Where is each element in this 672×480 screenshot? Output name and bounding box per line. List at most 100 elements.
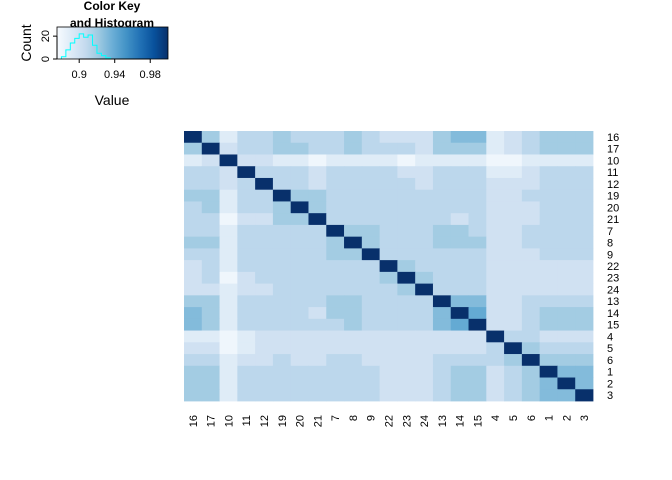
heatmap-cell	[308, 213, 327, 226]
heatmap-cell	[184, 283, 203, 296]
heatmap-cell	[326, 271, 345, 285]
heatmap-cell	[539, 330, 558, 343]
heatmap-cell	[539, 260, 558, 273]
heatmap-cell	[308, 318, 327, 331]
heatmap-cell	[450, 248, 469, 261]
heatmap-cell	[539, 177, 558, 191]
heatmap-cell	[326, 377, 345, 390]
heatmap-cell	[557, 177, 576, 191]
key-ytick-label: 20	[40, 30, 52, 42]
heatmap-cell	[557, 354, 576, 367]
column-label: 21	[312, 415, 324, 427]
heatmap-cell	[504, 354, 523, 367]
heatmap-cell	[255, 283, 274, 296]
heatmap-cell	[468, 365, 487, 378]
heatmap-cell	[432, 295, 452, 308]
heatmap-cell	[557, 154, 576, 167]
heatmap-cell	[344, 236, 363, 249]
heatmap-cell	[379, 131, 398, 144]
heatmap-cell	[379, 248, 398, 261]
heatmap-cell	[450, 283, 469, 296]
heatmap-cell	[344, 377, 363, 390]
heatmap-cell	[432, 377, 452, 390]
heatmap-cell	[272, 177, 292, 191]
heatmap-cell	[432, 201, 452, 214]
column-label: 3	[579, 415, 591, 421]
key-xtick-label: 0.9	[72, 69, 87, 81]
column-label: 2	[561, 415, 573, 421]
heatmap-cell	[344, 154, 363, 167]
heatmap-cell	[308, 177, 327, 191]
heatmap-cell	[344, 342, 363, 355]
heatmap-cell	[237, 283, 256, 296]
heatmap-cell	[326, 213, 345, 226]
heatmap-cell	[344, 201, 363, 214]
heatmap-cell	[184, 271, 203, 285]
heatmap-cell	[575, 131, 594, 144]
heatmap-cell	[255, 177, 274, 191]
heatmap-cell	[290, 330, 309, 343]
heatmap-cell	[432, 354, 452, 367]
heatmap-cell	[308, 154, 327, 167]
heatmap-cell	[255, 260, 274, 273]
heatmap-cell	[432, 131, 452, 144]
heatmap-cell	[575, 365, 594, 378]
heatmap-cell	[468, 295, 487, 308]
heatmap-cell	[557, 236, 576, 249]
heatmap-cell	[557, 295, 576, 308]
heatmap-cell	[201, 166, 220, 179]
heatmap-cell	[344, 295, 363, 308]
heatmap-cell	[486, 236, 505, 249]
heatmap-cell	[326, 201, 345, 214]
heatmap-cell	[468, 354, 487, 367]
heatmap-cell	[361, 201, 381, 214]
heatmap-cell	[575, 389, 594, 402]
heatmap-cell	[361, 318, 381, 331]
heatmap-cell	[201, 213, 220, 226]
heatmap-cell	[290, 224, 309, 238]
heatmap-cell	[557, 389, 576, 402]
row-label: 19	[607, 191, 619, 203]
heatmap-cell	[450, 142, 469, 155]
heatmap-cell	[237, 213, 256, 226]
heatmap-cell	[308, 142, 327, 155]
heatmap-cell	[432, 318, 452, 331]
heatmap-cell	[521, 307, 541, 320]
heatmap-cell	[201, 377, 220, 390]
heatmap-cell	[539, 295, 558, 308]
heatmap-cell	[308, 260, 327, 273]
heatmap-cell	[575, 166, 594, 179]
heatmap-cell	[450, 260, 469, 273]
heatmap-cell	[415, 131, 434, 144]
heatmap-cell	[397, 342, 416, 355]
heatmap-cell	[326, 295, 345, 308]
heatmap-cell	[272, 377, 292, 390]
heatmap-cell	[397, 224, 416, 238]
heatmap-cell	[326, 354, 345, 367]
heatmap-cell	[450, 154, 469, 167]
heatmap-cell	[308, 131, 327, 144]
heatmap-cell	[468, 377, 487, 390]
heatmap-cell	[486, 283, 505, 296]
heatmap-cell	[415, 189, 434, 202]
heatmap-cell	[468, 260, 487, 273]
row-label: 20	[607, 202, 619, 214]
heatmap-cell	[290, 318, 309, 331]
heatmap-cell	[344, 260, 363, 273]
heatmap-cell	[486, 131, 505, 144]
heatmap-cell	[308, 307, 327, 320]
heatmap-cell	[468, 271, 487, 285]
heatmap-cell	[326, 224, 345, 238]
heatmap-cell	[290, 236, 309, 249]
heatmap-cell	[308, 189, 327, 202]
heatmap-cell	[326, 283, 345, 296]
heatmap-cell	[201, 142, 220, 155]
heatmap-cell	[486, 166, 505, 179]
heatmap-cell	[184, 354, 203, 367]
heatmap-cell	[184, 248, 203, 261]
column-label: 1	[544, 415, 556, 421]
heatmap-cell	[308, 295, 327, 308]
heatmap-cell	[219, 283, 238, 296]
heatmap-cell	[486, 307, 505, 320]
heatmap-cell	[397, 248, 416, 261]
